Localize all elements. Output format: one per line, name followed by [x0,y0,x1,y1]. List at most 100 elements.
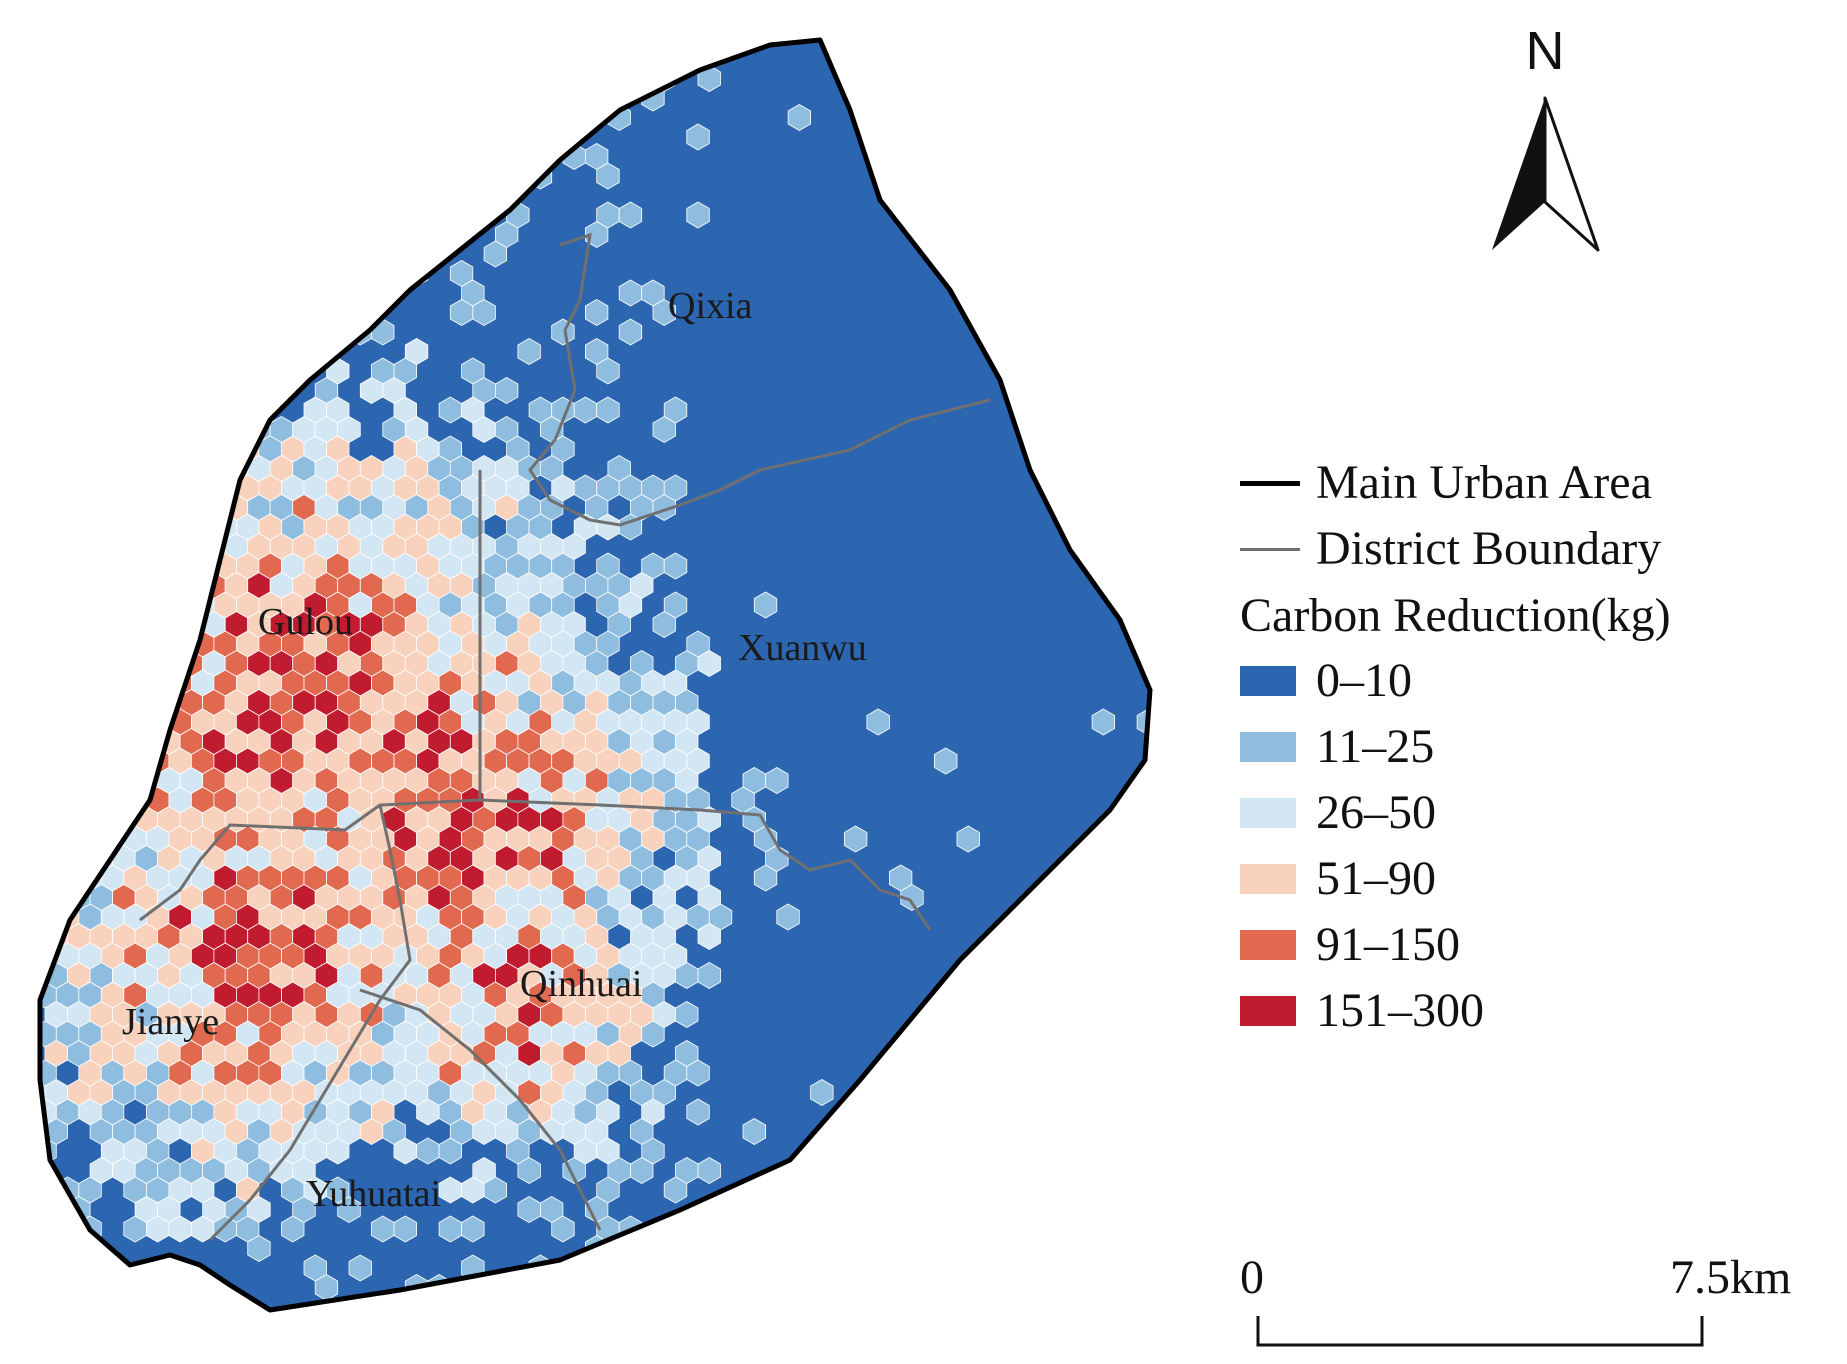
hex-cell [40,591,57,619]
hex-cell [810,1079,834,1106]
hex-cell [145,474,170,502]
hex-cell [40,806,46,833]
hex-cell [44,611,68,638]
hex-cell [269,338,294,365]
hex-cell [314,1274,339,1301]
hex-cell [145,591,170,619]
hex-cell [78,786,102,814]
hex-cell [360,1314,383,1340]
hex-cell [55,1293,80,1310]
hex-cell [0,885,23,911]
hex-cell [55,708,80,736]
hex-cell [145,279,170,307]
hex-cell [698,1314,721,1340]
legend-class-5: 151–300 [1240,978,1671,1044]
hex-cell [596,396,620,424]
hex-cell [0,768,23,794]
hex-cell [100,240,125,268]
district-boundaries [139,232,991,1242]
hex-cell [44,533,68,560]
hex-cell [427,182,451,209]
hex-cell [765,767,789,794]
hex-cell [78,201,102,229]
hex-cell [158,1314,181,1340]
hex-cell [112,767,136,794]
legend-class-label: 151–300 [1316,984,1484,1037]
hex-cell [123,591,147,619]
hex-cell [112,1274,136,1301]
hex-cell [528,1293,553,1310]
hex-cell [134,377,159,404]
hex-cell [371,279,395,307]
hex-cell [55,474,80,502]
hex-cell [213,435,237,463]
hex-cell [40,162,57,190]
hex-cell [11,1021,34,1047]
hex-cell [89,494,113,521]
hex-cell [304,1333,327,1359]
hex-cell [372,1333,395,1359]
hex-cell [44,221,68,248]
north-arrow: N [1480,20,1610,260]
hex-cell [168,630,192,658]
hex-cell [405,1314,428,1340]
hex-cell [11,475,34,501]
hex-cell [776,903,800,931]
hex-cell [78,747,102,775]
hex-cell [0,514,11,540]
hex-cell [55,864,80,892]
north-letter: N [1525,21,1565,81]
hex-cell [112,377,136,404]
hex-cell [55,591,80,619]
hex-cell [190,513,215,541]
hex-cell [40,728,46,755]
hex-cell [89,533,113,560]
hex-cell [11,709,34,735]
label-qinhuai: Qinhuai [520,963,642,1005]
hex-cell [168,435,192,463]
hex-cell [44,416,68,443]
hex-cell [517,1157,541,1184]
hex-cell [247,1235,271,1262]
hex-cell [844,825,868,853]
hex-cell [112,650,136,677]
hex-cell [179,572,204,599]
legend: Main Urban Area District Boundary Carbon… [1240,450,1671,1044]
legend-title: Carbon Reduction(kg) [1240,588,1671,642]
district-boundary-line [479,798,932,931]
hex-cell [224,377,249,404]
hex-cell [67,689,91,716]
hex-cell [100,591,125,619]
hex-cell [214,1333,237,1359]
hex-cell [168,552,192,580]
hex-cell [11,904,34,930]
hex-cell [11,670,34,696]
hex-cell [427,143,451,170]
hex-cell [179,40,204,53]
hex-cell [123,357,147,385]
label-jianye: Jianye [122,1001,219,1043]
hex-cell [450,1314,473,1340]
hex-cell [596,1254,620,1282]
hex-cell [235,279,260,307]
hex-cell [652,611,676,638]
legend-swatch [1240,864,1296,894]
hex-cell [145,240,170,268]
hex-cell [157,416,181,443]
hex-cell [11,982,34,1008]
district-boundary-line [359,988,602,1231]
hex-cell [44,806,68,833]
hex-cell [417,1333,440,1359]
hex-cell [11,631,34,657]
legend-swatch [1240,930,1296,960]
hex-cell [202,455,226,482]
hex-cell [44,299,68,326]
legend-main-label: Main Urban Area [1316,456,1652,509]
hex-cell [641,45,665,73]
scale-end-label: 7.5km [1670,1251,1792,1304]
hex-cell [0,612,23,638]
hex-cell [78,825,102,853]
hex-cell [506,162,530,190]
label-qixia: Qixia [668,285,753,327]
hex-cell [663,1176,688,1204]
